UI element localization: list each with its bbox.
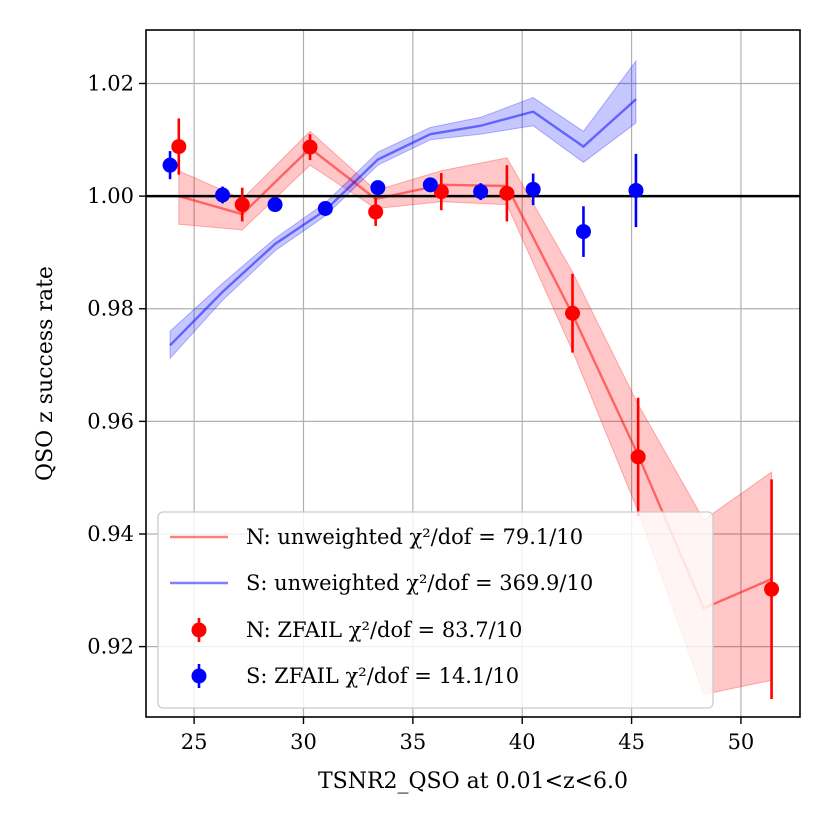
x-tick-label: 50 [728, 730, 755, 754]
x-axis-label: TSNR2_QSO at 0.01<z<6.0 [318, 769, 628, 794]
s-zfail-point [215, 187, 231, 203]
y-tick-label: 0.96 [87, 409, 134, 433]
legend-label: N: ZFAIL χ²/dof = 83.7/10 [246, 618, 522, 642]
s-zfail-point [422, 177, 438, 193]
ticks: 25 30 35 40 45 50 0.92 0.94 0.96 0.98 1.00 1.02 [87, 71, 754, 754]
x-tick-label: 45 [618, 730, 645, 754]
y-tick-label: 0.92 [87, 635, 134, 659]
n-zfail-point [630, 449, 646, 465]
y-axis-label: QSO z success rate [33, 266, 58, 481]
legend-label: N: unweighted χ²/dof = 79.1/10 [246, 525, 583, 549]
n-zfail-point [764, 581, 780, 597]
error-bars [162, 118, 780, 699]
n-zfail-point [565, 305, 581, 321]
s-zfail-point [628, 182, 644, 198]
legend: N: unweighted χ²/dof = 79.1/10 S: unweigh… [157, 511, 714, 709]
legend-box [157, 511, 714, 709]
s-unweighted-band [169, 59, 637, 360]
plot-frame [145, 29, 801, 718]
legend-label: S: ZFAIL χ²/dof = 14.1/10 [246, 664, 519, 688]
y-tick-label: 1.00 [87, 184, 134, 208]
s-zfail-point [473, 184, 489, 200]
x-tick-label: 25 [181, 730, 208, 754]
n-zfail-point [171, 139, 187, 155]
s-zfail-point [575, 224, 591, 240]
s-zfail-legend-swatch-dot [191, 668, 207, 684]
n-zfail-point [302, 139, 318, 155]
n-zfail-point [433, 184, 449, 200]
n-zfail-legend-swatch-dot [191, 622, 207, 638]
y-tick-label: 1.02 [87, 71, 134, 95]
x-tick-label: 30 [290, 730, 317, 754]
y-tick-label: 0.94 [87, 522, 134, 546]
s-zfail-point [317, 201, 333, 217]
x-tick-label: 35 [399, 730, 426, 754]
s-zfail-point [370, 180, 386, 196]
legend-label: S: unweighted χ²/dof = 369.9/10 [246, 571, 593, 595]
n-zfail-point [234, 197, 250, 213]
s-zfail-point [525, 181, 541, 197]
x-tick-label: 40 [509, 730, 536, 754]
s-unweighted-line [169, 98, 637, 347]
n-zfail-point [499, 185, 515, 201]
n-zfail-point [368, 204, 384, 220]
s-zfail-point [162, 157, 178, 173]
s-zfail-point [267, 197, 283, 213]
y-tick-label: 0.98 [87, 297, 134, 321]
